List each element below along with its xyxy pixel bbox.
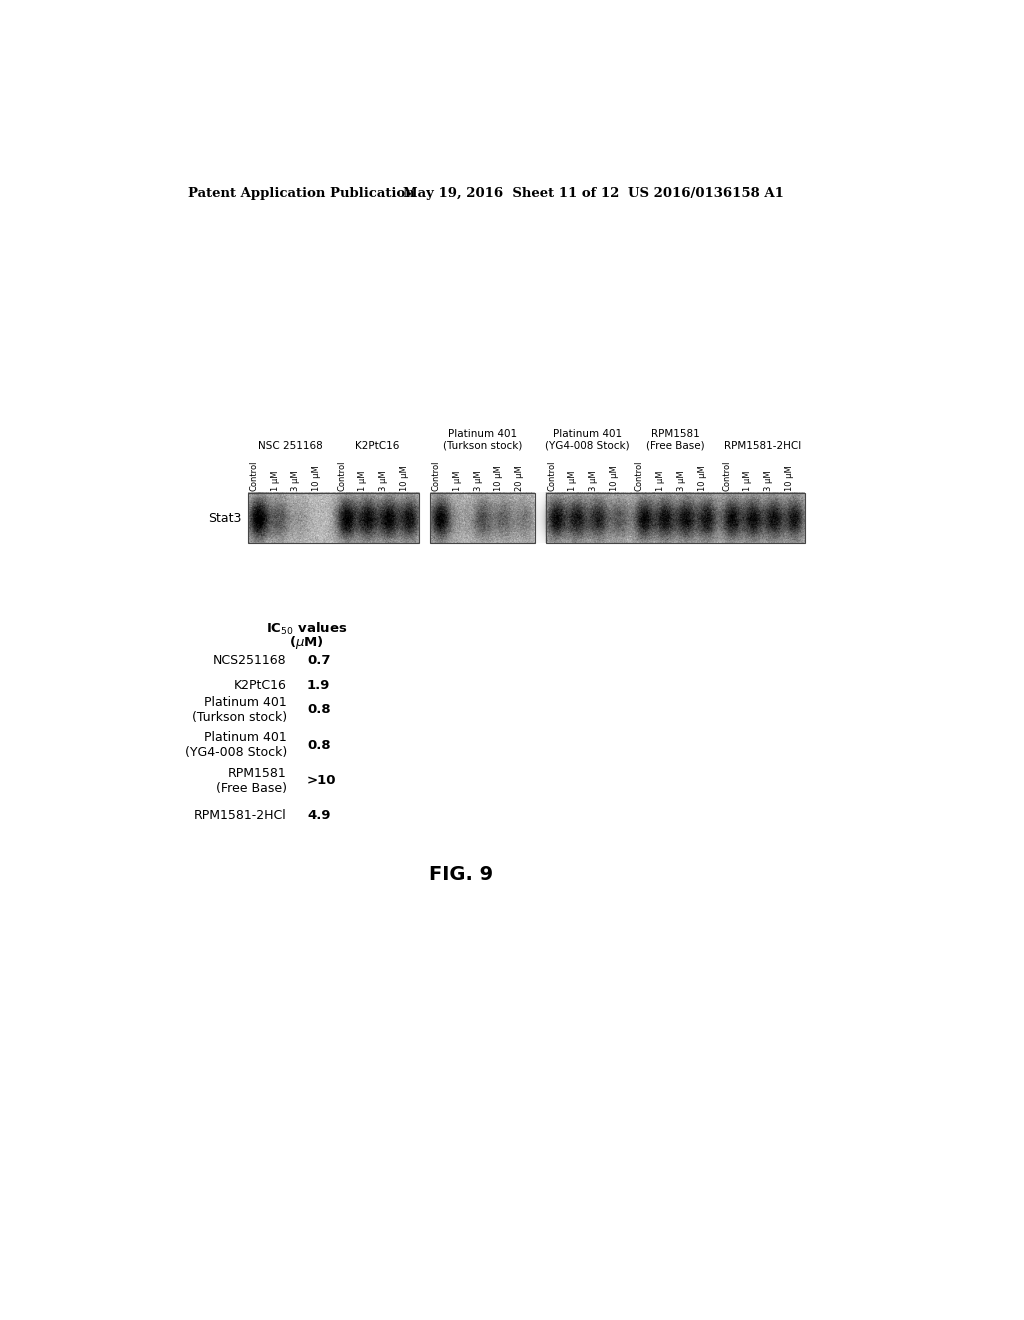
Text: 1 μM: 1 μM (743, 470, 753, 491)
Text: >10: >10 (307, 774, 337, 787)
Text: 10 μM: 10 μM (312, 465, 322, 491)
Text: 10 μM: 10 μM (495, 465, 504, 491)
Text: Control: Control (722, 461, 731, 491)
Text: 1 μM: 1 μM (358, 470, 367, 491)
Bar (546, 494, 805, 544)
Text: NSC 251168: NSC 251168 (258, 441, 323, 451)
Text: 1 μM: 1 μM (270, 470, 280, 491)
Text: Patent Application Publication: Patent Application Publication (188, 187, 415, 199)
Text: FIG. 9: FIG. 9 (429, 865, 494, 884)
Text: Control: Control (337, 461, 346, 491)
Text: ($\mu$M): ($\mu$M) (289, 635, 324, 651)
Text: 10 μM: 10 μM (400, 465, 409, 491)
Text: Platinum 401
(Turkson stock): Platinum 401 (Turkson stock) (191, 696, 287, 723)
Text: 3 μM: 3 μM (292, 470, 300, 491)
Text: 1.9: 1.9 (307, 678, 331, 692)
Text: RPM1581-2HCl: RPM1581-2HCl (195, 809, 287, 822)
Text: IC$_{50}$ values: IC$_{50}$ values (265, 620, 347, 636)
Text: K2PtC16: K2PtC16 (234, 678, 287, 692)
Bar (430, 494, 535, 544)
Text: Stat3: Stat3 (209, 512, 242, 525)
Text: 1 μM: 1 μM (568, 470, 578, 491)
Text: NCS251168: NCS251168 (213, 653, 287, 667)
Text: 20 μM: 20 μM (515, 465, 524, 491)
Text: Control: Control (432, 461, 440, 491)
Text: Control: Control (635, 461, 644, 491)
Text: 3 μM: 3 μM (764, 470, 773, 491)
Text: 1 μM: 1 μM (453, 470, 462, 491)
Text: Platinum 401
(Turkson stock): Platinum 401 (Turkson stock) (442, 429, 522, 451)
Text: RPM1581-2HCl: RPM1581-2HCl (724, 441, 802, 451)
Text: 0.8: 0.8 (307, 704, 331, 717)
Text: 10 μM: 10 μM (697, 465, 707, 491)
Text: 0.7: 0.7 (307, 653, 331, 667)
Text: May 19, 2016  Sheet 11 of 12: May 19, 2016 Sheet 11 of 12 (403, 187, 620, 199)
Text: 3 μM: 3 μM (589, 470, 598, 491)
Text: Platinum 401
(YG4-008 Stock): Platinum 401 (YG4-008 Stock) (184, 731, 287, 759)
Text: 10 μM: 10 μM (610, 465, 618, 491)
Text: RPM1581
(Free Base): RPM1581 (Free Base) (646, 429, 705, 451)
Text: K2PtC16: K2PtC16 (355, 441, 399, 451)
Text: Platinum 401
(YG4-008 Stock): Platinum 401 (YG4-008 Stock) (545, 429, 630, 451)
Text: Control: Control (250, 461, 259, 491)
Bar (248, 494, 420, 544)
Text: 3 μM: 3 μM (473, 470, 482, 491)
Text: 10 μM: 10 μM (785, 465, 795, 491)
Text: 0.8: 0.8 (307, 739, 331, 751)
Text: Control: Control (547, 461, 556, 491)
Text: 3 μM: 3 μM (379, 470, 388, 491)
Text: 1 μM: 1 μM (655, 470, 665, 491)
Text: 3 μM: 3 μM (677, 470, 686, 491)
Text: RPM1581
(Free Base): RPM1581 (Free Base) (216, 767, 287, 795)
Text: US 2016/0136158 A1: US 2016/0136158 A1 (628, 187, 783, 199)
Text: 4.9: 4.9 (307, 809, 331, 822)
